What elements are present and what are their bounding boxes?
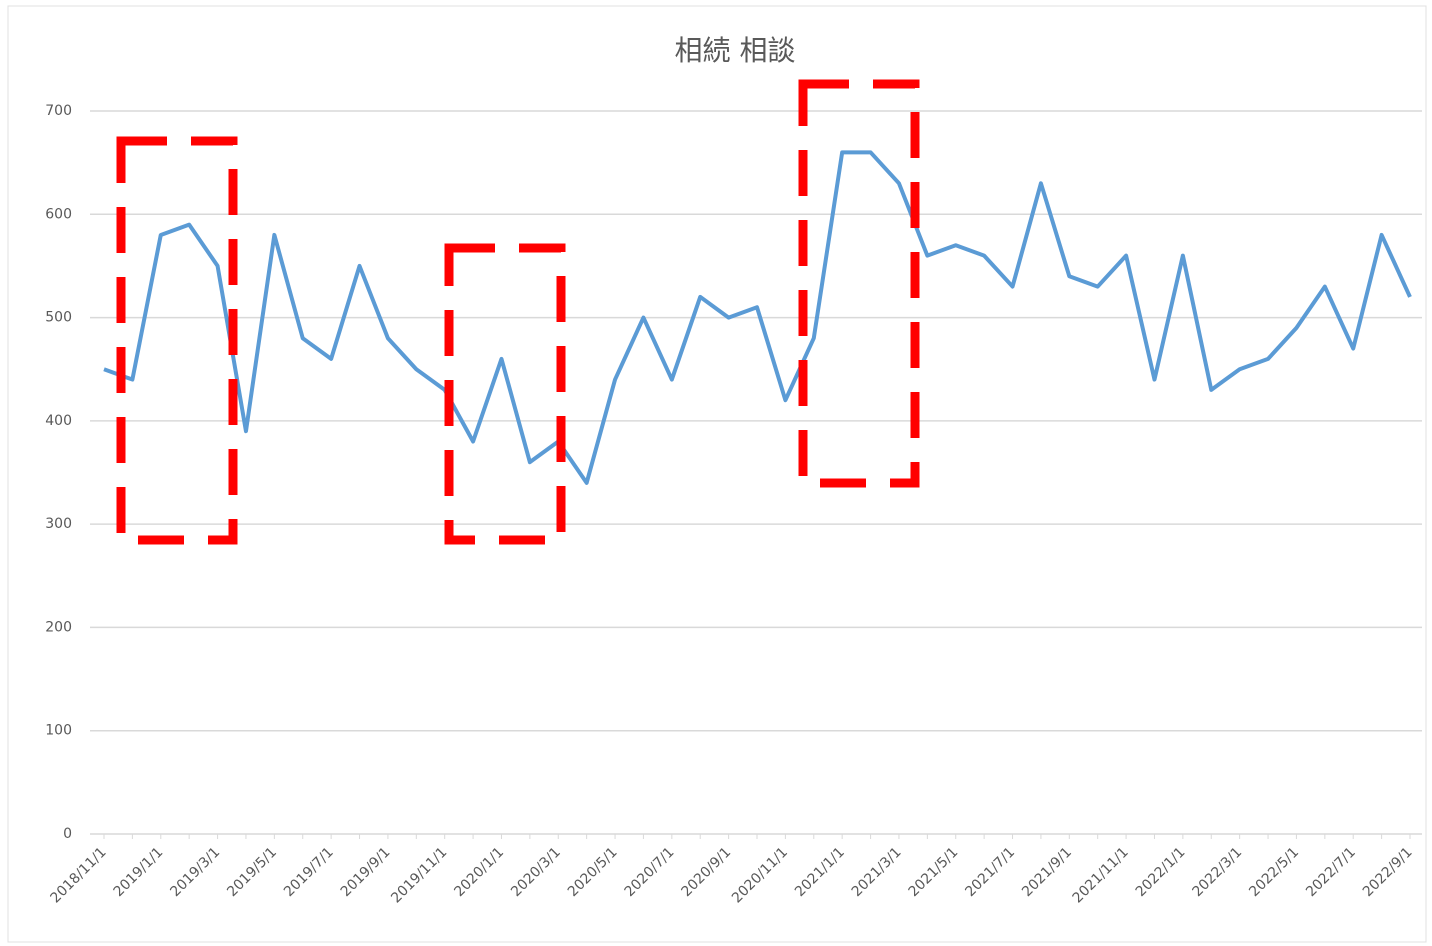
y-tick-label: 700: [45, 103, 72, 119]
x-tick-label: 2022/3/1: [1190, 844, 1246, 900]
x-tick-label: 2022/9/1: [1360, 844, 1416, 900]
x-tick-label: 2022/1/1: [1133, 844, 1189, 900]
y-tick-label: 600: [45, 206, 72, 222]
x-tick-label: 2019/7/1: [281, 844, 337, 900]
highlight-box: [798, 79, 920, 488]
highlight-box: [116, 136, 238, 545]
y-tick-label: 0: [63, 826, 72, 842]
y-tick-label: 200: [45, 619, 72, 635]
x-tick-label: 2020/1/1: [451, 844, 507, 900]
x-tick-label: 2020/5/1: [565, 844, 621, 900]
y-tick-label: 100: [45, 723, 72, 739]
x-tick-label: 2021/1/1: [792, 844, 848, 900]
x-tick-label: 2021/3/1: [849, 844, 905, 900]
x-tick-label: 2019/1/1: [111, 844, 167, 900]
y-tick-label: 400: [45, 413, 72, 429]
x-tick-label: 2019/11/1: [388, 844, 450, 906]
x-tick-label: 2022/7/1: [1303, 844, 1359, 900]
x-tick-label: 2020/7/1: [622, 844, 678, 900]
x-tick-label: 2018/11/1: [48, 844, 110, 906]
x-tick-label: 2022/5/1: [1246, 844, 1302, 900]
highlight-box: [444, 243, 566, 545]
x-tick-label: 2019/5/1: [224, 844, 280, 900]
chart-frame: [7, 5, 1427, 943]
x-tick-label: 2021/5/1: [906, 844, 962, 900]
x-tick-label: 2021/9/1: [1019, 844, 1075, 900]
x-tick-label: 2020/11/1: [729, 844, 791, 906]
y-tick-label: 300: [45, 516, 72, 532]
x-tick-label: 2021/11/1: [1070, 844, 1132, 906]
chart-title: 相続 相談: [675, 34, 796, 67]
x-tick-label: 2020/3/1: [508, 844, 564, 900]
x-tick-label: 2019/3/1: [167, 844, 223, 900]
x-tick-label: 2020/9/1: [678, 844, 734, 900]
y-tick-label: 500: [45, 310, 72, 326]
highlight-boxes: [116, 79, 920, 545]
data-line: [103, 150, 1412, 485]
x-tick-label: 2021/7/1: [962, 844, 1018, 900]
x-tick-label: 2019/9/1: [338, 844, 394, 900]
